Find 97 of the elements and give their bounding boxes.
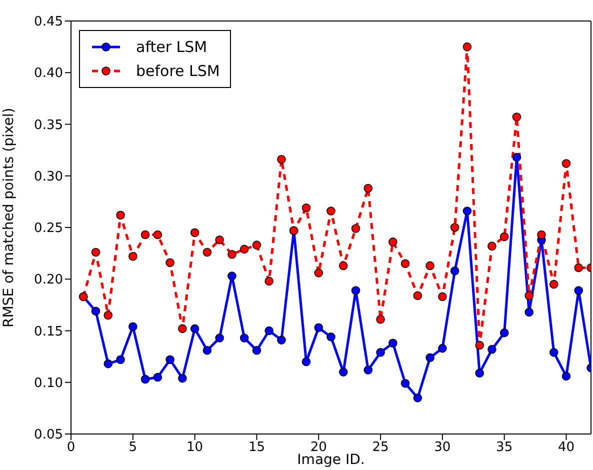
- point: [549, 348, 558, 357]
- point: [104, 359, 113, 368]
- point: [537, 230, 546, 240]
- point: [178, 324, 187, 334]
- point: [450, 223, 460, 232]
- point: [116, 355, 125, 364]
- point: [462, 42, 472, 52]
- point: [128, 322, 138, 332]
- x-tick-label: 5: [128, 440, 138, 456]
- point: [166, 258, 174, 268]
- point: [426, 353, 434, 362]
- y-tick-label: 0.45: [34, 14, 63, 30]
- x-tick-label: 40: [558, 440, 575, 456]
- point: [228, 272, 236, 280]
- x-tick-label: 30: [434, 440, 451, 456]
- legend-label: after LSM: [136, 38, 208, 56]
- point: [314, 268, 324, 278]
- y-axis-title: RMSE of matched points (pixel): [0, 108, 17, 328]
- x-tick-label: 0: [66, 440, 76, 456]
- point: [549, 280, 558, 289]
- y-tick-label: 0.05: [34, 428, 63, 443]
- point: [190, 324, 200, 334]
- point: [338, 368, 348, 376]
- point: [388, 238, 398, 246]
- point: [338, 261, 348, 270]
- point: [364, 184, 373, 193]
- point: [488, 242, 496, 250]
- point: [264, 326, 274, 336]
- point: [438, 292, 447, 302]
- point: [500, 328, 509, 338]
- point: [140, 230, 150, 240]
- point: [450, 266, 460, 276]
- point: [351, 286, 360, 295]
- point: [91, 248, 100, 257]
- point: [202, 346, 212, 355]
- point: [388, 338, 398, 348]
- point: [240, 334, 249, 342]
- point: [91, 306, 100, 316]
- legend-label: before LSM: [136, 62, 220, 80]
- point: [228, 250, 236, 259]
- point: [302, 203, 311, 212]
- point: [140, 374, 150, 384]
- point: [104, 310, 113, 320]
- point: [475, 340, 484, 350]
- point: [264, 276, 274, 286]
- point: [574, 263, 584, 272]
- point: [252, 346, 262, 355]
- point: [524, 291, 534, 300]
- point: [438, 344, 447, 353]
- point: [475, 368, 484, 378]
- point: [400, 259, 410, 268]
- point: [400, 379, 410, 388]
- point: [512, 112, 522, 122]
- point: [190, 228, 200, 238]
- point: [153, 372, 162, 382]
- point: [277, 336, 286, 344]
- point: [314, 323, 324, 332]
- point: [326, 206, 336, 216]
- point: [512, 152, 522, 162]
- x-tick-label: 35: [496, 440, 513, 456]
- point: [128, 252, 138, 261]
- point: [500, 232, 509, 242]
- point: [252, 240, 262, 250]
- point: [116, 210, 125, 220]
- y-tick-label: 0.20: [34, 272, 63, 288]
- point: [562, 372, 571, 381]
- point: [364, 366, 373, 374]
- point: [240, 244, 249, 254]
- point: [215, 334, 224, 342]
- point: [166, 355, 174, 364]
- y-tick-label: 0.30: [34, 169, 63, 184]
- x-tick-label: 10: [186, 440, 204, 456]
- point: [562, 159, 571, 168]
- y-tick-label: 0.40: [34, 66, 63, 82]
- point: [178, 374, 187, 383]
- point: [574, 286, 584, 295]
- point: [351, 224, 360, 233]
- point: [215, 235, 224, 244]
- y-tick-label: 0.15: [34, 324, 63, 340]
- point: [326, 332, 336, 342]
- point: [524, 308, 534, 317]
- point: [488, 344, 496, 354]
- x-tick-label: 15: [248, 440, 265, 456]
- point: [413, 393, 422, 402]
- point: [462, 206, 472, 216]
- point: [426, 261, 434, 270]
- x-tick-label: 25: [372, 440, 389, 456]
- point: [302, 357, 311, 366]
- point: [376, 314, 385, 324]
- point: [202, 248, 212, 257]
- y-tick-label: 0.35: [34, 118, 63, 133]
- point: [153, 230, 162, 240]
- point: [413, 291, 422, 300]
- y-tick-label: 0.10: [34, 376, 63, 391]
- y-tick-label: 0.25: [34, 221, 63, 236]
- point: [376, 348, 385, 357]
- point: [277, 154, 286, 164]
